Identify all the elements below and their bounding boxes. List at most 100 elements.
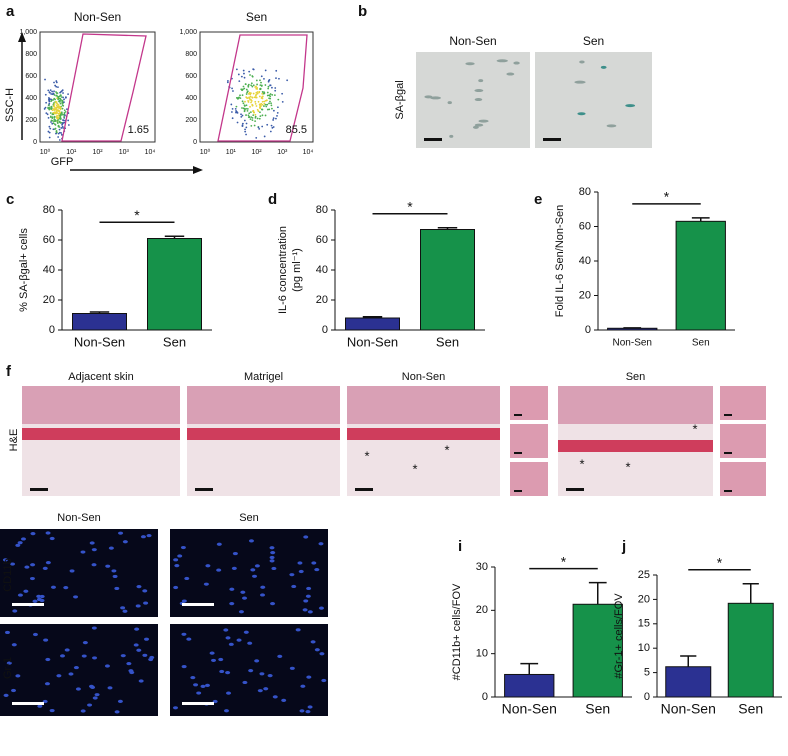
- cytometry-event: [252, 114, 255, 117]
- cytometry-event: [62, 104, 65, 107]
- nucleus: [318, 542, 324, 546]
- nucleus: [144, 637, 150, 641]
- significance-marker: *: [664, 189, 670, 205]
- cytometry-event: [56, 116, 58, 119]
- cell: [600, 65, 607, 69]
- cytometry-event: [63, 101, 65, 104]
- scale-bar: [182, 603, 214, 606]
- cytometry-event: [241, 107, 243, 109]
- cytometry-event: [235, 110, 237, 112]
- error-bar: [588, 581, 607, 605]
- y-tick-label: 5: [644, 667, 650, 679]
- cytometry-event: [254, 102, 257, 105]
- cytometry-event: [261, 125, 264, 128]
- nucleus: [91, 563, 97, 567]
- region-marker: *: [579, 456, 584, 471]
- nucleus: [181, 664, 187, 669]
- nucleus: [248, 669, 254, 673]
- cytometry-event: [242, 102, 245, 105]
- y-axis-label: Fold IL-6 Sen/Non-Sen: [554, 205, 566, 318]
- y-tick-label: 40: [316, 264, 328, 276]
- cytometry-event: [53, 116, 56, 119]
- y-axis-label: (pg ml⁻¹): [291, 248, 303, 292]
- cytometry-event: [254, 94, 257, 97]
- nucleus: [90, 685, 96, 689]
- cytometry-event: [258, 103, 261, 106]
- nucleus: [305, 594, 311, 598]
- cytometry-event: [44, 106, 47, 109]
- scale-bar: [724, 452, 732, 454]
- cytometry-event: [266, 123, 269, 126]
- nucleus: [216, 542, 222, 546]
- cytometry-event: [62, 96, 64, 99]
- cytometry-event: [259, 88, 261, 90]
- row-label: H&E: [8, 429, 20, 452]
- cytometry-event: [276, 111, 279, 114]
- scale-bar: [424, 138, 442, 141]
- cytometry-event: [281, 100, 284, 103]
- cytometry-event: [260, 97, 263, 100]
- cytometry-event: [56, 109, 59, 112]
- bar: [504, 673, 555, 698]
- cytometry-event: [53, 108, 56, 110]
- cytometry-event: [56, 97, 59, 100]
- cytometry-event: [269, 93, 272, 95]
- cytometry-event: [254, 120, 257, 123]
- nucleus: [236, 638, 242, 642]
- cytometry-event: [60, 127, 63, 129]
- cytometry-event: [242, 69, 245, 72]
- cytometry-event: [52, 99, 54, 101]
- cytometry-event: [242, 85, 245, 88]
- x-tick-label: 10⁴: [145, 149, 156, 156]
- cell: [465, 62, 475, 66]
- cytometry-event: [61, 102, 64, 105]
- cytometry-event: [259, 104, 261, 107]
- nucleus: [149, 655, 155, 660]
- nucleus: [300, 684, 306, 688]
- nucleus: [64, 648, 70, 652]
- y-tick-label: 600: [25, 73, 37, 80]
- fluorescence-image: [0, 529, 158, 617]
- cytometry-event: [239, 94, 241, 97]
- cytometry-event: [53, 90, 55, 93]
- cytometry-event: [255, 105, 258, 107]
- nucleus: [43, 638, 49, 642]
- nucleus: [277, 654, 283, 658]
- x-tick-label: Non-Sen: [661, 701, 716, 717]
- cytometry-event: [244, 128, 246, 131]
- cell: [574, 80, 586, 84]
- y-tick-label: 60: [579, 220, 591, 232]
- cytometry-event: [60, 96, 63, 98]
- cytometry-event: [50, 93, 53, 95]
- cytometry-event: [245, 126, 248, 129]
- cytometry-event: [45, 101, 48, 104]
- y-tick-label: 0: [33, 139, 37, 146]
- cytometry-event: [58, 128, 61, 131]
- nucleus: [311, 561, 317, 565]
- cytometry-event: [252, 111, 255, 114]
- y-tick-label: 0: [482, 691, 488, 703]
- y-tick-label: 80: [43, 204, 55, 216]
- bar: [727, 602, 774, 698]
- nucleus: [111, 569, 117, 573]
- nucleus: [69, 569, 75, 573]
- cytometry-event: [59, 105, 61, 108]
- cytometry-event: [276, 114, 278, 117]
- cytometry-event: [249, 95, 252, 98]
- nucleus: [81, 654, 87, 658]
- gate: [61, 33, 147, 142]
- x-tick-label: Non-Sen: [613, 338, 652, 349]
- cytometry-event: [266, 108, 269, 111]
- cytometry-event: [251, 103, 254, 106]
- nucleus: [49, 708, 55, 713]
- nucleus: [270, 602, 276, 606]
- nucleus: [11, 643, 17, 647]
- cytometry-event: [269, 100, 271, 103]
- cytometry-event: [254, 100, 257, 103]
- cytometry-event: [248, 96, 251, 99]
- nucleus: [319, 652, 325, 656]
- y-axis-label: % SA-βgal+ cells: [18, 228, 30, 312]
- nucleus: [269, 555, 275, 560]
- cytometry-event: [268, 108, 271, 111]
- cytometry-event: [275, 77, 277, 80]
